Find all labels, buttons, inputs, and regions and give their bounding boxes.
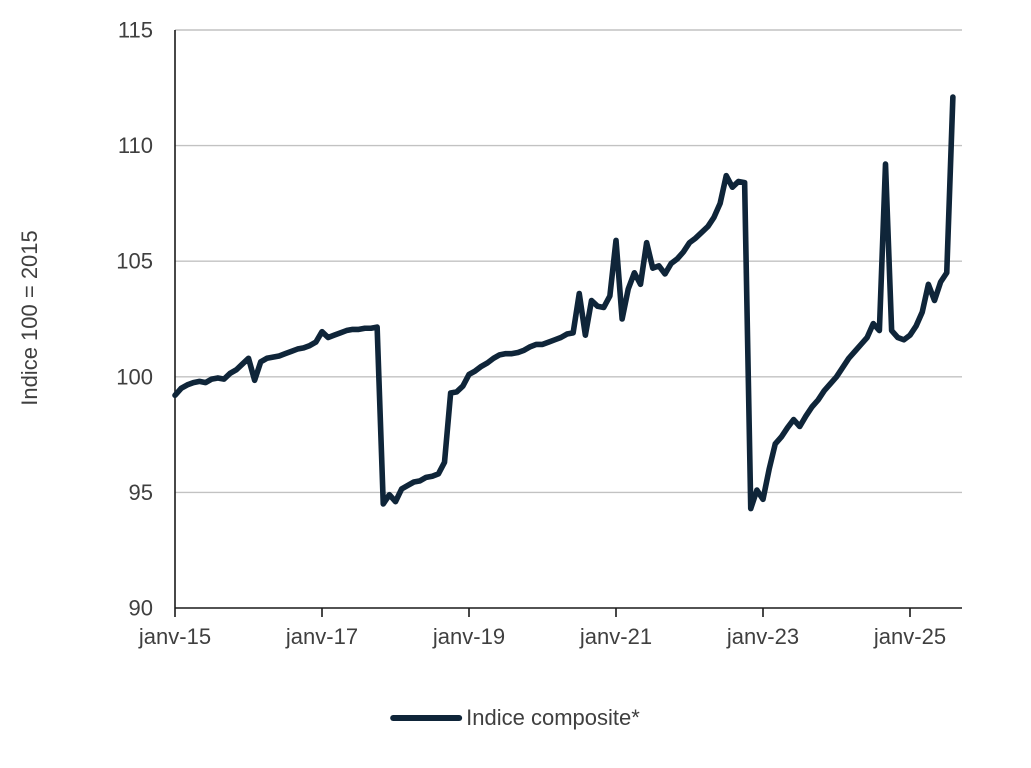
y-tick-label: 105 (116, 249, 153, 274)
y-tick-label: 90 (129, 596, 153, 621)
x-tick-label: janv-15 (138, 624, 211, 649)
y-tick-label: 110 (118, 133, 153, 158)
y-tick-label: 100 (116, 364, 153, 389)
series-indice-composite-line (172, 94, 956, 512)
x-tick-label: janv-21 (579, 624, 652, 649)
x-tick-label: janv-19 (432, 624, 505, 649)
legend: Indice composite* (390, 705, 640, 731)
x-tick-label: janv-17 (285, 624, 358, 649)
legend-label: Indice composite* (466, 705, 640, 730)
legend-line-swatch (390, 715, 463, 721)
x-tick-label: janv-23 (726, 624, 799, 649)
y-tick-label: 115 (118, 18, 153, 43)
x-tick-label: janv-25 (873, 624, 946, 649)
y-tick-label: 95 (129, 480, 153, 505)
